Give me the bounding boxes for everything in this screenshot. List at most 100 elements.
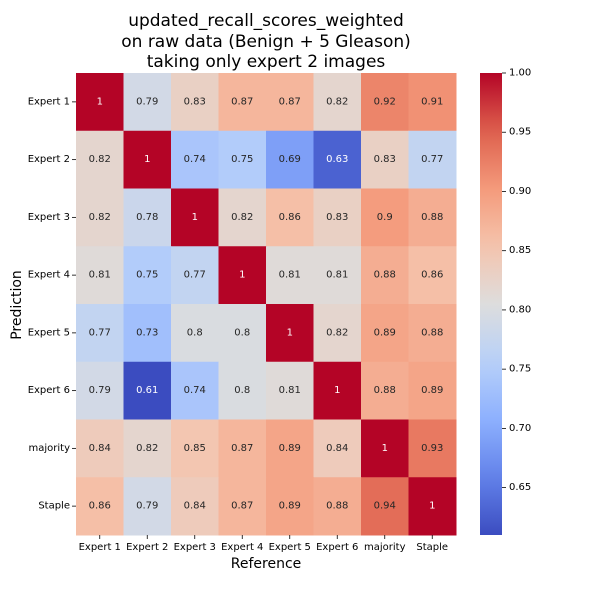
cell-value-label: 0.75 <box>231 154 253 165</box>
cell-value-label: 0.81 <box>89 270 111 281</box>
heatmap-cell <box>408 188 457 247</box>
cell-value-label: 0.82 <box>89 212 111 223</box>
heatmap-cell <box>408 246 457 305</box>
cell-value-label: 0.8 <box>234 327 250 338</box>
cell-value-label: 0.79 <box>136 501 158 512</box>
cell-value-label: 0.88 <box>421 212 443 223</box>
y-tick-label: Expert 5 <box>28 327 70 338</box>
heatmap-cell <box>76 246 124 305</box>
heatmap-cell <box>313 246 362 305</box>
cell-value-label: 1 <box>239 270 245 281</box>
cell-value-label: 0.84 <box>326 443 348 454</box>
cell-value-label: 0.63 <box>326 154 348 165</box>
colorbar-tick-label: 0.90 <box>509 186 531 197</box>
heatmap-cell <box>218 246 267 305</box>
heatmap-cell <box>313 477 362 536</box>
cell-value-label: 0.89 <box>421 385 443 396</box>
cell-value-label: 0.79 <box>89 385 111 396</box>
cell-value-label: 0.87 <box>279 96 301 107</box>
cell-value-label: 0.85 <box>184 443 206 454</box>
heatmap-cell <box>171 188 219 247</box>
cell-value-label: 0.75 <box>136 270 158 281</box>
cell-value-label: 0.84 <box>184 501 206 512</box>
heatmap-cell <box>266 188 314 247</box>
cell-value-label: 0.88 <box>421 327 443 338</box>
y-tick-label: Expert 1 <box>28 96 70 107</box>
heatmap-cell <box>171 73 219 132</box>
heatmap-cell <box>171 246 219 305</box>
cell-value-label: 0.82 <box>136 443 158 454</box>
cell-value-label: 0.87 <box>231 443 253 454</box>
cell-value-label: 1 <box>429 501 435 512</box>
chart-title-line-1: updated_recall_scores_weighted <box>128 11 404 31</box>
cell-value-label: 0.74 <box>184 154 206 165</box>
heatmap-cell <box>218 73 267 132</box>
x-tick-label: Expert 3 <box>174 542 216 553</box>
colorbar-gradient <box>480 73 502 535</box>
heatmap-cell <box>218 304 267 363</box>
y-axis-label: Prediction <box>9 270 25 340</box>
heatmap-cell <box>361 477 409 536</box>
heatmap-cell <box>361 130 409 189</box>
cell-value-label: 0.77 <box>421 154 443 165</box>
cell-value-label: 0.74 <box>184 385 206 396</box>
heatmap-cell <box>218 477 267 536</box>
heatmap-cell <box>266 419 314 478</box>
x-axis-ticks: Expert 1 Expert 2 Expert 3 Expert 4 Expert 5… <box>79 535 448 553</box>
heatmap-cell <box>171 361 219 420</box>
heatmap-cell <box>266 73 314 132</box>
cell-value-label: 0.91 <box>421 96 443 107</box>
cell-value-label: 1 <box>144 154 150 165</box>
heatmap-cell <box>218 188 267 247</box>
y-tick-label: Expert 4 <box>28 270 70 281</box>
heatmap-cell <box>266 304 314 363</box>
cell-value-label: 0.82 <box>231 212 253 223</box>
chart-title-line-3: taking only expert 2 images <box>147 52 386 72</box>
cell-value-label: 0.86 <box>89 501 111 512</box>
chart-title-line-2: on raw data (Benign + 5 Gleason) <box>121 32 411 52</box>
heatmap-cell <box>123 130 172 189</box>
x-tick-label: Staple <box>416 542 448 553</box>
heatmap-cell <box>313 304 362 363</box>
heatmap-cell <box>408 477 457 536</box>
heatmap-cell <box>313 419 362 478</box>
cell-value-label: 0.87 <box>231 501 253 512</box>
colorbar-tick-label: 1.00 <box>509 68 531 79</box>
heatmap-cell <box>313 188 362 247</box>
x-axis-label: Reference <box>231 556 302 572</box>
heatmap-cell <box>171 130 219 189</box>
heatmap-cell <box>266 246 314 305</box>
cell-value-label: 0.94 <box>374 501 396 512</box>
cell-value-label: 0.86 <box>421 270 443 281</box>
colorbar-tick-label: 0.75 <box>509 364 531 375</box>
cell-value-label: 0.9 <box>377 212 393 223</box>
cell-value-label: 0.88 <box>326 501 348 512</box>
heatmap-cells <box>76 73 457 536</box>
cell-value-label: 0.84 <box>89 443 111 454</box>
heatmap-cell <box>171 304 219 363</box>
heatmap-cell <box>123 419 172 478</box>
heatmap-cell <box>218 130 267 189</box>
cell-value-label: 0.89 <box>279 443 301 454</box>
cell-value-label: 0.82 <box>89 154 111 165</box>
colorbar-tick-label: 0.70 <box>509 423 531 434</box>
heatmap-cell <box>408 73 457 132</box>
cell-value-label: 0.81 <box>279 270 301 281</box>
x-tick-label: Expert 4 <box>221 542 263 553</box>
cell-value-label: 0.81 <box>279 385 301 396</box>
heatmap-cell <box>76 304 124 363</box>
heatmap-cell <box>313 73 362 132</box>
y-axis-ticks: Expert 1 Expert 2 Expert 3 Expert 4 Expert 5… <box>28 96 76 512</box>
colorbar-tick-label: 0.95 <box>509 127 531 138</box>
x-tick-label: Expert 2 <box>126 542 168 553</box>
heatmap-cell <box>361 361 409 420</box>
cell-value-label: 0.88 <box>374 385 396 396</box>
cell-value-label: 0.8 <box>187 327 203 338</box>
cell-value-label: 1 <box>334 385 340 396</box>
heatmap-cell <box>218 419 267 478</box>
cell-value-label: 0.93 <box>421 443 443 454</box>
heatmap-cell <box>123 246 172 305</box>
heatmap-cell <box>123 188 172 247</box>
heatmap-cell <box>266 361 314 420</box>
